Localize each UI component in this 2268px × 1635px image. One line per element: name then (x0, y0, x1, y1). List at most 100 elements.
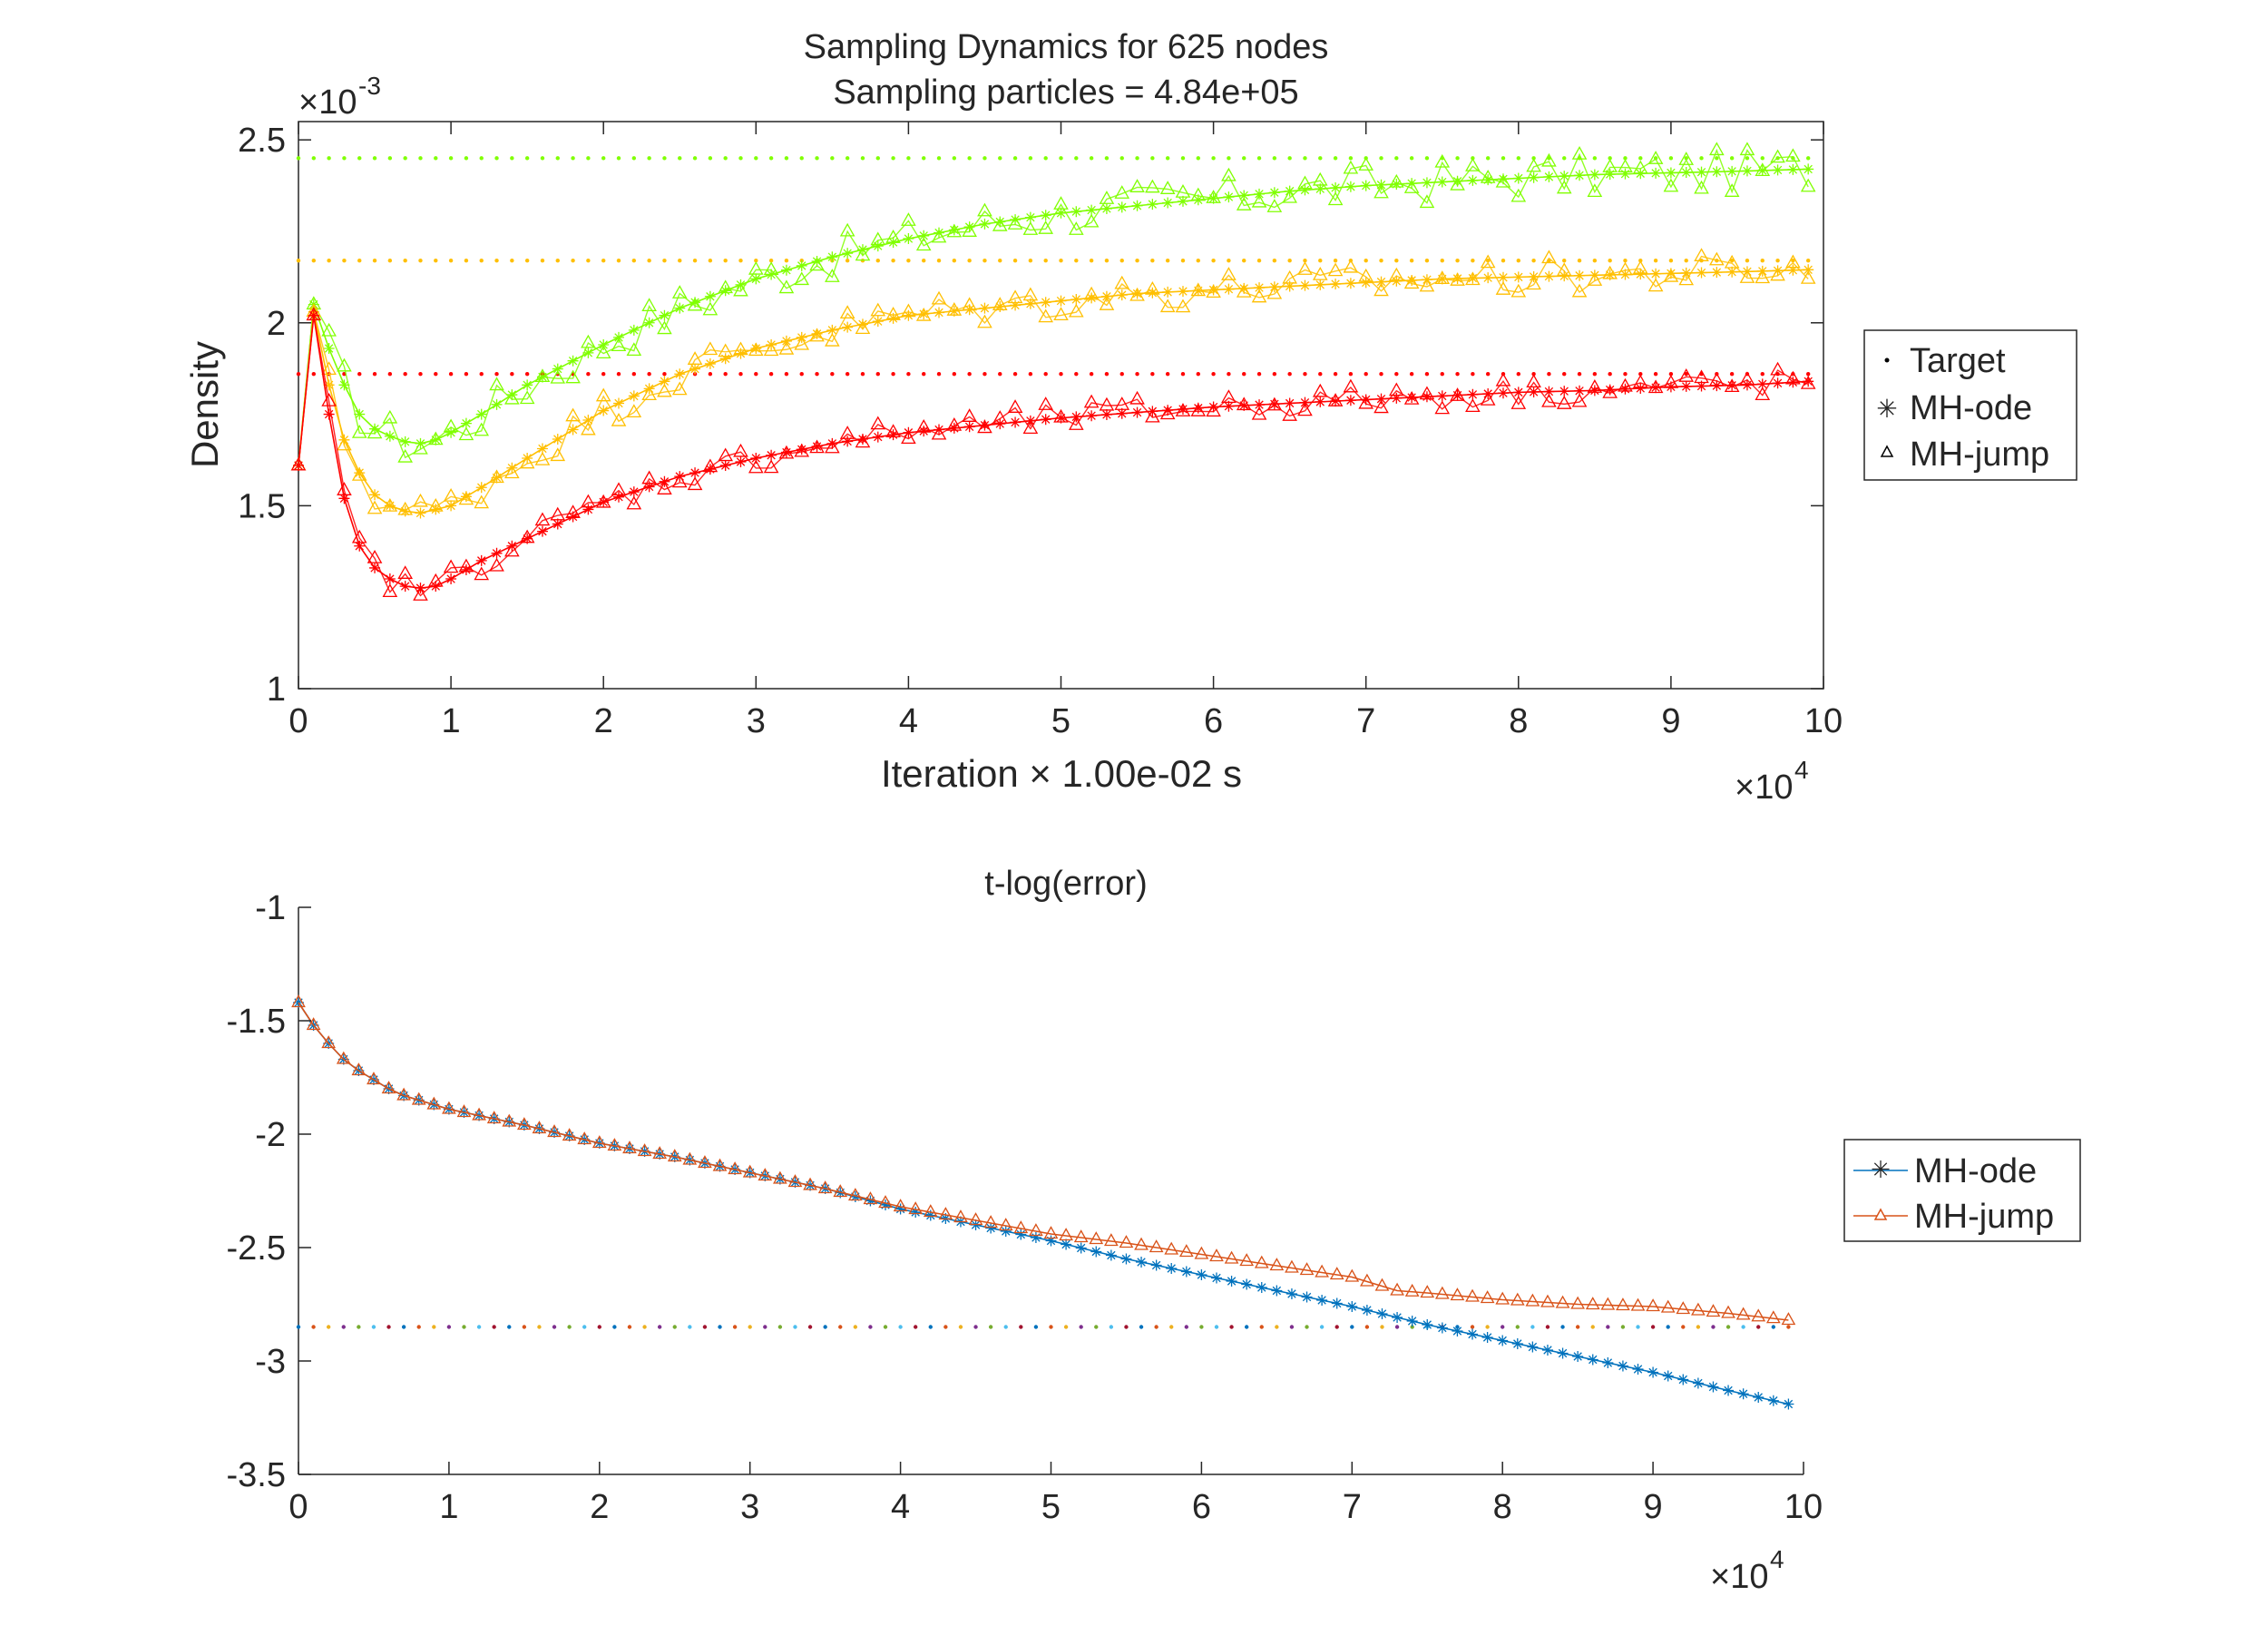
target-point (845, 259, 850, 263)
mh-ode-point (1330, 181, 1342, 193)
mh-jump-point (1587, 183, 1603, 198)
mh-jump-point (1315, 1264, 1329, 1278)
mh-jump-point (611, 338, 627, 352)
target-point (1470, 1325, 1475, 1329)
mh-jump-point (870, 416, 886, 430)
top-legend: Target ✳ MH-ode MH-jump (1863, 329, 2077, 481)
target-point (1560, 1325, 1565, 1329)
mh-ode-point (1696, 380, 1707, 392)
mh-ode-point (1299, 397, 1311, 408)
target-point (1165, 156, 1170, 161)
mh-ode-point (1619, 168, 1631, 180)
mh-jump-point (1159, 181, 1176, 194)
mh-jump-point (381, 1081, 396, 1094)
mh-jump-point (367, 1072, 381, 1085)
target-point (1135, 372, 1139, 377)
mh-jump-point (1739, 142, 1755, 156)
mh-jump-point (787, 1174, 803, 1188)
mh-jump-point (1647, 278, 1664, 292)
target-point (1272, 372, 1277, 377)
target-point (657, 1325, 662, 1329)
mh-ode-point (1180, 1266, 1192, 1278)
mh-ode-point (1030, 1232, 1041, 1243)
mh-ode-point (1680, 167, 1692, 179)
mh-jump-point (595, 387, 611, 402)
mh-jump-point (728, 1161, 742, 1175)
mh-ode-point (1223, 400, 1235, 412)
target-point (678, 259, 682, 263)
x-tick-label: 3 (747, 702, 766, 740)
y-tick-label: 1.5 (238, 487, 286, 525)
mh-ode-point (1619, 383, 1631, 395)
target-point (1104, 156, 1110, 161)
target-point (494, 156, 499, 161)
mh-ode-line (298, 168, 1809, 466)
mh-ode-point (1147, 406, 1158, 417)
target-point (1729, 156, 1735, 161)
mh-ode-point (1061, 1238, 1072, 1250)
mh-ode-point (994, 216, 1006, 228)
target-point (1623, 259, 1628, 263)
target-point (1805, 259, 1811, 263)
target-point (448, 156, 454, 161)
target-point (448, 372, 454, 377)
mh-ode-point (1116, 407, 1128, 419)
mh-ode-point (1528, 386, 1540, 397)
target-point (372, 156, 377, 161)
mh-jump-line (298, 148, 1809, 466)
target-point (1485, 259, 1491, 263)
target-point (401, 1325, 406, 1329)
target-point (327, 156, 331, 161)
mh-jump-point (687, 476, 703, 491)
target-point (647, 156, 651, 161)
mh-jump-point (671, 474, 688, 488)
mh-ode-point (1105, 1249, 1117, 1261)
target-point (898, 1325, 903, 1329)
target-point (982, 259, 987, 263)
target-point (672, 1325, 677, 1329)
target-point (906, 156, 911, 161)
target-point (1012, 259, 1018, 263)
mh-ode-point (628, 324, 640, 336)
mh-jump-point (1029, 1223, 1043, 1237)
mh-jump-point (1465, 157, 1481, 171)
mh-ode-point (1497, 387, 1509, 399)
top-x-axis-label: Iteration × 1.00e-02 s (881, 752, 1242, 795)
mh-jump-point (413, 440, 428, 455)
target-point (1608, 156, 1612, 161)
target-point (586, 156, 591, 161)
mh-ode-point (1541, 1345, 1553, 1356)
target-point (1287, 372, 1292, 377)
target-point (1059, 259, 1063, 263)
target-point (1606, 1325, 1610, 1329)
mh-ode-point (1635, 168, 1647, 180)
mh-ode-point (1482, 272, 1494, 284)
mh-jump-point (562, 1128, 577, 1141)
mh-jump-point (321, 392, 337, 406)
mh-jump-point (1149, 1239, 1164, 1253)
mh-jump-point (1114, 275, 1130, 289)
mh-jump-point (458, 426, 474, 441)
target-point (1109, 1325, 1114, 1329)
mh-ode-point (750, 452, 762, 464)
y-tick-label: 2.5 (238, 122, 286, 160)
mh-jump-point (901, 430, 916, 445)
bottom-legend: ✳ MH-ode MH-jump (1843, 1139, 2081, 1242)
mh-ode-point (1299, 279, 1311, 291)
mh-ode-point (735, 456, 747, 467)
target-point (738, 372, 743, 377)
target-point (1150, 156, 1155, 161)
top-y-axis-label: Density (183, 341, 226, 468)
mh-jump-point (1119, 1235, 1134, 1248)
mh-ode-point (1680, 267, 1692, 279)
mh-jump-point (456, 1104, 472, 1118)
target-point (510, 372, 514, 377)
top-chart-title: Sampling Dynamics for 625 nodes (804, 28, 1329, 66)
mh-jump-point (382, 409, 398, 424)
mh-jump-point (1755, 269, 1771, 284)
mh-ode-point (1772, 377, 1784, 389)
mh-ode-point (1711, 267, 1723, 279)
target-point (1104, 372, 1110, 377)
mh-ode-point (1497, 271, 1509, 283)
target-point (1063, 1325, 1069, 1329)
